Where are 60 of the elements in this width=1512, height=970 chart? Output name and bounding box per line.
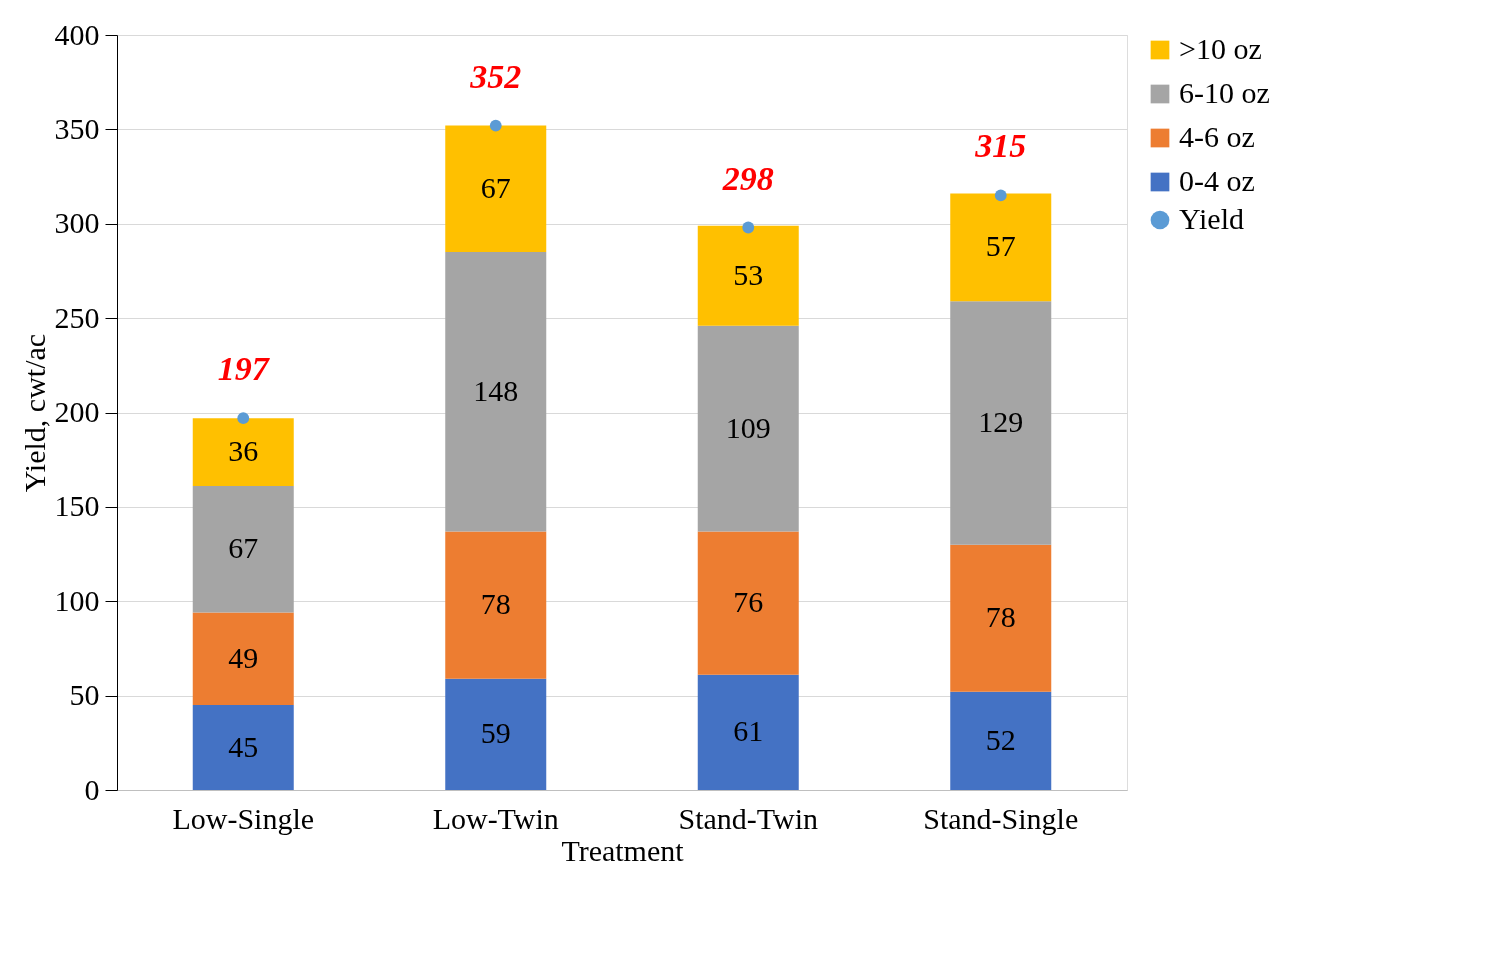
y-tick-label: 200 — [54, 395, 100, 428]
y-tick-label: 300 — [54, 206, 100, 240]
bar — [697, 674, 799, 790]
data-label: 298 — [721, 159, 774, 197]
bar — [445, 678, 547, 790]
data-label: 36 — [228, 434, 259, 468]
data-label: 67 — [480, 170, 511, 204]
y-axis-title: Yield, cwt/ac — [17, 333, 51, 493]
data-label: 57 — [985, 229, 1016, 263]
legend-label: >10 oz — [1179, 32, 1262, 65]
data-label: 78 — [480, 587, 511, 621]
bar — [950, 691, 1052, 790]
data-label: 59 — [480, 716, 511, 750]
data-label: 52 — [985, 722, 1016, 756]
x-tick-label: Low-Single — [172, 801, 315, 835]
data-label: 197 — [217, 350, 271, 388]
data-label: 49 — [228, 640, 259, 674]
y-tick-label: 100 — [54, 583, 100, 617]
bar — [445, 252, 547, 532]
legend-label: 4-6 oz — [1179, 120, 1255, 153]
bar — [697, 531, 799, 675]
data-label: 352 — [469, 57, 522, 95]
bar — [192, 418, 294, 487]
bar — [697, 325, 799, 532]
data-label: 129 — [978, 404, 1024, 438]
bar — [950, 544, 1052, 692]
bar — [192, 705, 294, 790]
data-label: 148 — [473, 373, 519, 407]
point — [994, 189, 1007, 202]
data-label: 53 — [733, 257, 764, 291]
data-label: 315 — [974, 127, 1027, 165]
bar — [192, 612, 294, 706]
data-label: 45 — [228, 729, 259, 763]
bar — [697, 225, 799, 326]
y-tick-label: 0 — [84, 772, 100, 806]
data-label: 67 — [228, 531, 259, 565]
y-tick-label: 150 — [54, 489, 100, 523]
point — [489, 119, 502, 132]
bar — [950, 193, 1052, 302]
data-label: 109 — [725, 410, 771, 444]
point — [237, 412, 250, 425]
point — [742, 221, 755, 234]
x-axis-title: Treatment — [561, 833, 685, 867]
legend-label: 6-10 oz — [1179, 76, 1270, 109]
y-tick-label: 50 — [69, 678, 100, 712]
bar — [445, 531, 547, 679]
legend-label: Yield — [1179, 202, 1244, 235]
data-label: 61 — [733, 714, 764, 748]
y-tick-label: 350 — [54, 111, 100, 145]
x-tick-label: Stand-Twin — [678, 801, 819, 835]
bar — [445, 125, 547, 253]
bar — [950, 301, 1052, 545]
data-label: 76 — [733, 585, 764, 619]
bar — [192, 486, 294, 613]
x-tick-label: Stand-Single — [923, 801, 1079, 835]
y-tick-label: 400 — [54, 17, 100, 51]
data-label: 78 — [985, 600, 1016, 634]
x-tick-label: Low-Twin — [432, 801, 559, 835]
y-tick-label: 250 — [54, 300, 100, 334]
legend-label: 0-4 oz — [1179, 164, 1255, 197]
